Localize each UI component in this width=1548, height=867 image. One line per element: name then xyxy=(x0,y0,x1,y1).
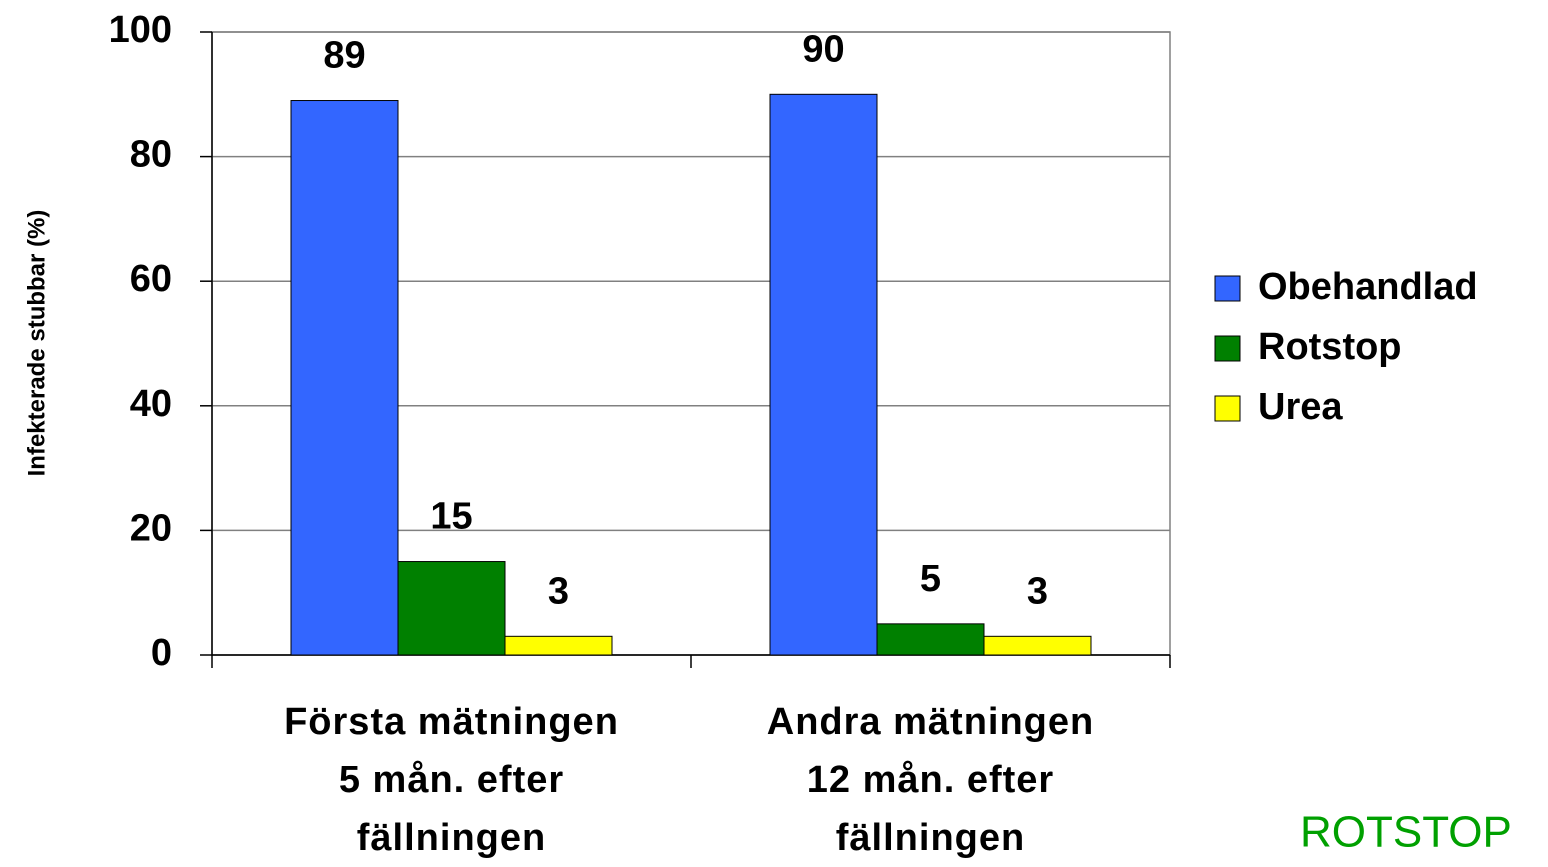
y-tick-label: 100 xyxy=(109,9,172,51)
bar xyxy=(876,623,985,656)
value-label: 89 xyxy=(323,35,365,77)
value-label: 90 xyxy=(802,28,844,70)
bar xyxy=(983,635,1092,656)
y-tick-label: 0 xyxy=(151,632,172,674)
value-label: 15 xyxy=(430,496,472,538)
legend-label: Urea xyxy=(1258,386,1343,428)
y-tick-label: 40 xyxy=(130,383,172,425)
legend-swatch xyxy=(1214,395,1241,422)
y-tick-label: 60 xyxy=(130,258,172,300)
legend-label: Obehandlad xyxy=(1258,266,1478,308)
bar xyxy=(769,93,878,656)
x-tick-label: Första mätningen 5 mån. efter fällningen xyxy=(284,701,619,859)
legend-swatch xyxy=(1214,335,1241,362)
bar xyxy=(397,561,506,656)
legend-label: Rotstop xyxy=(1258,326,1402,368)
x-tick-label: Andra mätningen 12 mån. efter fällningen xyxy=(766,701,1095,859)
bar xyxy=(504,635,613,656)
footer-text: ROTSTOP xyxy=(1300,808,1512,857)
value-label: 3 xyxy=(548,570,569,612)
bar xyxy=(290,100,399,656)
value-label: 5 xyxy=(920,558,941,600)
y-tick-label: 80 xyxy=(130,134,172,176)
y-tick-label: 20 xyxy=(130,507,172,549)
value-label: 3 xyxy=(1027,570,1048,612)
y-axis-title: Infekterade stubbar (%) xyxy=(23,210,50,477)
legend-swatch xyxy=(1214,275,1241,302)
